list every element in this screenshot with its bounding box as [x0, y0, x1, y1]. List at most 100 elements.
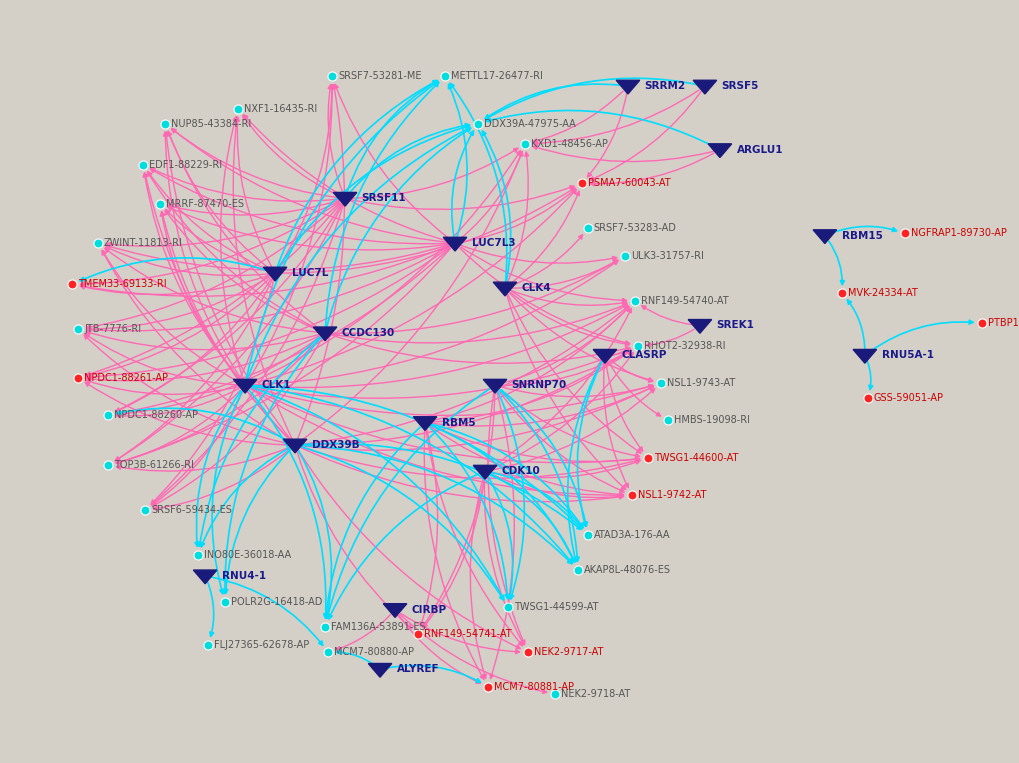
FancyArrowPatch shape [331, 304, 627, 343]
FancyArrowPatch shape [470, 478, 486, 678]
FancyArrowPatch shape [420, 430, 437, 626]
FancyArrowPatch shape [87, 380, 238, 394]
FancyArrowPatch shape [163, 132, 242, 379]
FancyArrowPatch shape [448, 85, 467, 237]
FancyArrowPatch shape [302, 446, 572, 564]
Text: RNF149-54741-AT: RNF149-54741-AT [424, 629, 512, 639]
Text: RNU4-1: RNU4-1 [221, 571, 266, 581]
FancyArrowPatch shape [506, 295, 625, 489]
FancyArrowPatch shape [423, 478, 484, 628]
Text: NUP85-43384-RI: NUP85-43384-RI [171, 118, 251, 128]
Text: SRSF11: SRSF11 [362, 193, 406, 203]
FancyArrowPatch shape [302, 387, 652, 450]
FancyArrowPatch shape [171, 129, 338, 198]
FancyArrowPatch shape [251, 151, 520, 382]
Polygon shape [693, 80, 716, 94]
FancyArrowPatch shape [302, 443, 581, 530]
FancyArrowPatch shape [116, 278, 271, 412]
FancyArrowPatch shape [116, 248, 449, 415]
FancyArrowPatch shape [87, 277, 269, 331]
Text: CLK4: CLK4 [521, 283, 550, 293]
FancyArrowPatch shape [151, 168, 338, 201]
FancyArrowPatch shape [148, 172, 268, 270]
FancyArrowPatch shape [233, 117, 291, 439]
FancyArrowPatch shape [299, 451, 520, 649]
FancyArrowPatch shape [590, 153, 713, 185]
Polygon shape [493, 282, 517, 296]
FancyArrowPatch shape [252, 388, 503, 600]
FancyArrowPatch shape [398, 615, 480, 684]
Text: NSL1-9743-AT: NSL1-9743-AT [666, 378, 735, 388]
FancyArrowPatch shape [171, 129, 447, 243]
FancyArrowPatch shape [116, 338, 320, 464]
FancyArrowPatch shape [501, 350, 630, 385]
FancyArrowPatch shape [152, 391, 243, 505]
Text: INO80E-36018-AA: INO80E-36018-AA [204, 550, 290, 560]
Text: AKAP8L-48076-ES: AKAP8L-48076-ES [583, 565, 671, 575]
FancyArrowPatch shape [195, 391, 240, 546]
FancyArrowPatch shape [107, 201, 338, 246]
FancyArrowPatch shape [278, 125, 469, 267]
Text: SRSF6-59434-ES: SRSF6-59434-ES [151, 505, 231, 515]
FancyArrowPatch shape [87, 204, 340, 376]
Text: MCM7-80881-AP: MCM7-80881-AP [493, 681, 574, 691]
FancyArrowPatch shape [491, 475, 575, 562]
Text: MVK-24334-AT: MVK-24334-AT [847, 288, 917, 298]
Text: MRRF-87470-ES: MRRF-87470-ES [166, 198, 244, 208]
Polygon shape [707, 143, 731, 157]
Text: SRSF7-53283-AD: SRSF7-53283-AD [593, 224, 676, 233]
Polygon shape [233, 379, 257, 393]
FancyArrowPatch shape [449, 83, 506, 281]
Text: KXD1-48456-AP: KXD1-48456-AP [530, 139, 607, 149]
FancyArrowPatch shape [302, 306, 628, 444]
FancyArrowPatch shape [603, 362, 628, 488]
FancyArrowPatch shape [346, 81, 437, 192]
FancyArrowPatch shape [277, 81, 437, 266]
FancyArrowPatch shape [81, 275, 268, 295]
FancyArrowPatch shape [511, 235, 582, 285]
FancyArrowPatch shape [235, 117, 271, 267]
FancyArrowPatch shape [151, 280, 273, 504]
FancyArrowPatch shape [460, 248, 629, 345]
Text: SRSF7-53281-ME: SRSF7-53281-ME [337, 72, 421, 82]
FancyArrowPatch shape [507, 295, 640, 453]
FancyArrowPatch shape [510, 293, 652, 382]
FancyArrowPatch shape [482, 131, 511, 282]
FancyArrowPatch shape [431, 425, 574, 562]
Text: DDX39B: DDX39B [312, 440, 359, 450]
FancyArrowPatch shape [168, 201, 338, 215]
FancyArrowPatch shape [461, 247, 626, 302]
Text: RBM15: RBM15 [841, 230, 881, 240]
Text: DDX39A-47975-AA: DDX39A-47975-AA [483, 118, 575, 128]
Text: JTB-7776-RI: JTB-7776-RI [84, 324, 141, 334]
FancyArrowPatch shape [431, 351, 631, 422]
FancyArrowPatch shape [499, 390, 579, 561]
FancyArrowPatch shape [332, 260, 618, 333]
FancyArrowPatch shape [116, 390, 240, 464]
Polygon shape [443, 237, 467, 251]
Polygon shape [812, 230, 836, 243]
FancyArrowPatch shape [252, 385, 652, 415]
Text: FAM136A-53891-ES: FAM136A-53891-ES [330, 622, 425, 632]
FancyArrowPatch shape [252, 386, 572, 563]
FancyArrowPatch shape [589, 92, 700, 180]
Text: CDK10: CDK10 [501, 466, 540, 476]
Text: RHOT2-32938-RI: RHOT2-32938-RI [643, 340, 725, 351]
Polygon shape [615, 80, 639, 94]
FancyArrowPatch shape [328, 474, 478, 619]
Text: SREK1: SREK1 [716, 320, 754, 330]
FancyArrowPatch shape [152, 205, 342, 504]
FancyArrowPatch shape [116, 337, 319, 416]
FancyArrowPatch shape [501, 385, 652, 397]
FancyArrowPatch shape [102, 250, 238, 382]
FancyArrowPatch shape [81, 258, 268, 281]
FancyArrowPatch shape [499, 390, 639, 458]
Polygon shape [283, 439, 307, 453]
FancyArrowPatch shape [116, 388, 238, 418]
FancyArrowPatch shape [490, 308, 631, 468]
FancyArrowPatch shape [247, 82, 437, 378]
FancyArrowPatch shape [251, 388, 639, 462]
FancyArrowPatch shape [424, 430, 483, 679]
FancyArrowPatch shape [87, 247, 449, 379]
FancyArrowPatch shape [422, 392, 494, 627]
